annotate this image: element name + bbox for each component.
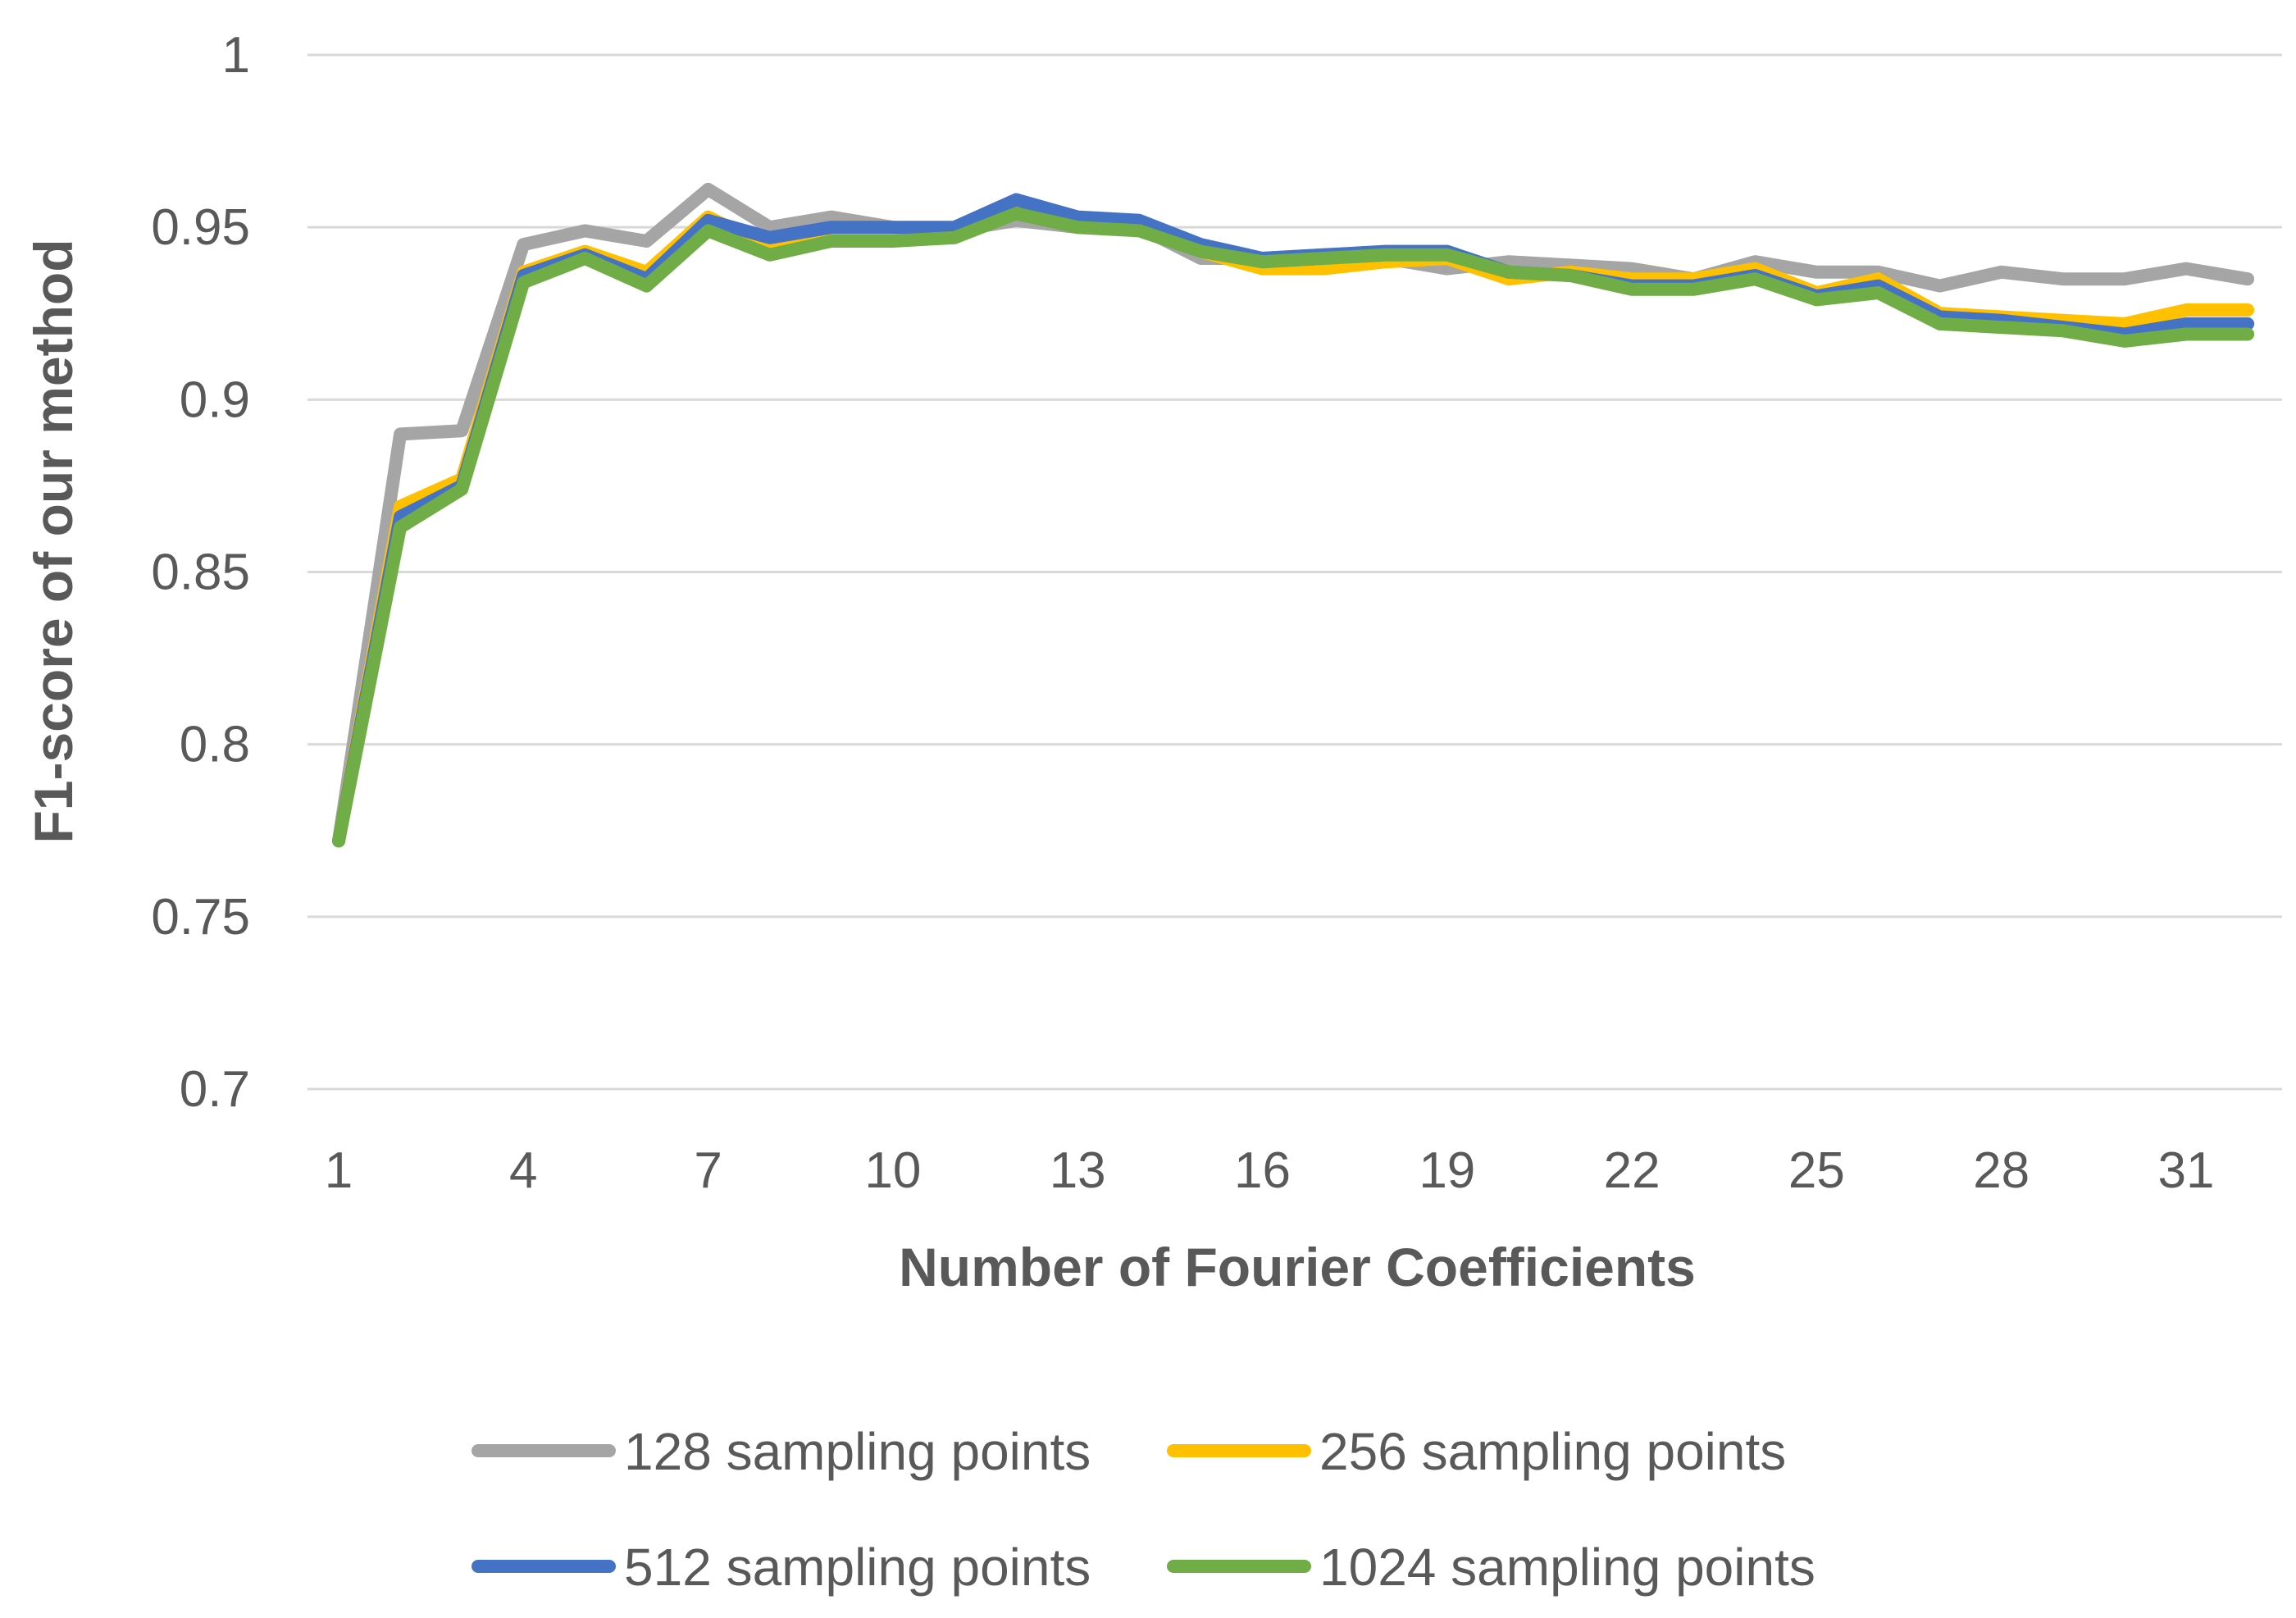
- legend: 128 sampling points 256 sampling points 51…: [472, 1422, 1815, 1597]
- series-line-4: [332, 207, 2255, 848]
- x-tick-label: 7: [694, 1142, 722, 1199]
- y-tick-label: 0.75: [151, 889, 250, 946]
- legend-label: 512 sampling points: [624, 1538, 1091, 1597]
- y-axis-title: F1-score of our method: [23, 239, 84, 843]
- legend-item-2: 256 sampling points: [1167, 1422, 1786, 1481]
- y-tick-label: 0.85: [151, 545, 250, 601]
- y-tick-label: 0.9: [180, 371, 250, 428]
- y-axis-ticks: 0.7 0.75 0.8 0.85 0.9 0.95 1: [151, 27, 250, 1118]
- x-axis-ticks: 1 4 7 10 13 16 19 22 25 28 31: [325, 1142, 2215, 1199]
- y-tick-label: 1: [222, 27, 250, 84]
- y-tick-label: 0.8: [180, 717, 250, 773]
- gridlines: [308, 53, 2282, 1091]
- legend-item-1: 128 sampling points: [472, 1422, 1091, 1481]
- series-line-2: [332, 203, 2255, 848]
- x-tick-label: 28: [1973, 1142, 2029, 1199]
- legend-label: 256 sampling points: [1319, 1422, 1786, 1481]
- x-tick-label: 16: [1234, 1142, 1291, 1199]
- x-tick-label: 13: [1050, 1142, 1106, 1199]
- legend-item-4: 1024 sampling points: [1167, 1538, 1815, 1597]
- y-tick-label: 0.95: [151, 199, 250, 256]
- legend-item-3: 512 sampling points: [472, 1538, 1091, 1597]
- y-tick-label: 0.7: [180, 1061, 250, 1118]
- x-tick-label: 1: [325, 1142, 353, 1199]
- x-tick-label: 10: [864, 1142, 921, 1199]
- x-tick-label: 19: [1419, 1142, 1475, 1199]
- x-axis-title: Number of Fourier Coefficients: [899, 1237, 1696, 1297]
- legend-label: 1024 sampling points: [1319, 1538, 1815, 1597]
- x-tick-label: 31: [2158, 1142, 2215, 1199]
- x-tick-label: 22: [1604, 1142, 1660, 1199]
- x-tick-label: 25: [1788, 1142, 1845, 1199]
- legend-label: 128 sampling points: [624, 1422, 1091, 1481]
- series-lines: [332, 182, 2255, 848]
- x-tick-label: 4: [509, 1142, 537, 1199]
